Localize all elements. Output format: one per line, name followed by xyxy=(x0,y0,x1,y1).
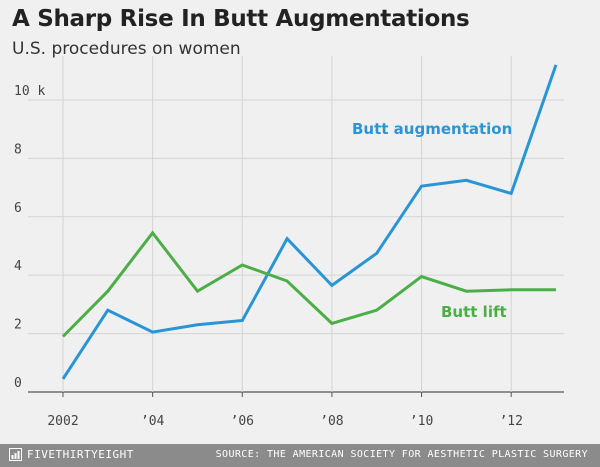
x-tick-label: ’04 xyxy=(141,414,165,429)
butt-lift-line xyxy=(61,230,556,338)
brand: FIVETHIRTYEIGHT xyxy=(9,448,134,461)
y-tick-label: 4 xyxy=(14,259,22,274)
chart-title: A Sharp Rise In Butt Augmentations xyxy=(12,6,470,32)
chart-subtitle: U.S. procedures on women xyxy=(12,39,241,59)
butt-lift-label: Butt lift xyxy=(441,303,507,321)
y-tick-label: 6 xyxy=(14,201,22,216)
x-tick-label: 2002 xyxy=(47,414,78,429)
x-tick-label: ’06 xyxy=(231,414,254,429)
x-tick-label: ’10 xyxy=(410,414,433,429)
butt-augmentation-line xyxy=(61,64,558,380)
brand-name: FIVETHIRTYEIGHT xyxy=(27,448,134,461)
y-tick-label: 8 xyxy=(14,142,22,157)
butt-augmentation-label: Butt augmentation xyxy=(352,120,512,138)
x-tick-label: ’08 xyxy=(320,414,343,429)
line-chart: 0 2 4 6 8 10 k 2002 ’04 ’06 ’08 ’10 ’12 Butt augment… xyxy=(14,56,564,429)
y-tick-label: 2 xyxy=(14,318,22,333)
footer-bar: FIVETHIRTYEIGHT SOURCE: THE AMERICAN SOC… xyxy=(0,444,600,467)
source-note: SOURCE: THE AMERICAN SOCIETY FOR AESTHET… xyxy=(215,449,588,460)
y-tick-label: 0 xyxy=(14,376,22,391)
x-tick-label: ’12 xyxy=(499,414,522,429)
fivethirtyeight-logo-icon xyxy=(9,448,22,461)
y-tick-label: 10 k xyxy=(14,84,45,99)
